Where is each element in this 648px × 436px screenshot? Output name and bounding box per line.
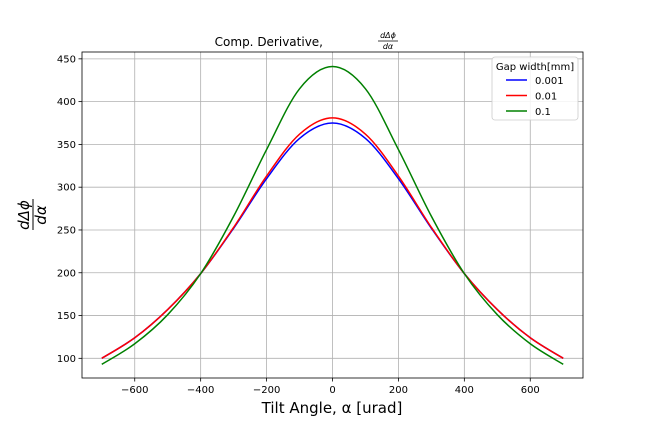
legend-title: Gap width[mm] — [496, 62, 574, 73]
legend: Gap width[mm] 0.001 0.01 0.1 — [491, 56, 579, 121]
y-axis-label-denominator: dα — [32, 205, 50, 225]
legend-label-0.01: 0.01 — [535, 92, 557, 103]
x-tick-label: 400 — [455, 385, 474, 396]
y-tick-label: 250 — [57, 225, 76, 236]
legend-items: 0.001 0.01 0.1 — [506, 76, 564, 118]
x-tick-label: −600 — [121, 385, 148, 396]
y-tick-label: 400 — [57, 97, 76, 108]
y-tick-label: 300 — [57, 183, 76, 194]
y-axis-label: dΔϕ dα — [15, 199, 50, 230]
legend-label-0.1: 0.1 — [535, 107, 551, 118]
y-tick-label: 450 — [57, 54, 76, 65]
y-axis-label-numerator: dΔϕ — [15, 200, 33, 230]
series-line-0.01 — [101, 117, 564, 359]
y-tick-label: 100 — [57, 354, 76, 365]
x-tick-label: 600 — [521, 385, 540, 396]
legend-box — [491, 56, 579, 121]
x-tick-label: 200 — [389, 385, 408, 396]
series-layer — [101, 65, 564, 365]
chart-title: Comp. Derivative, — [215, 35, 323, 49]
y-tick-label: 200 — [57, 268, 76, 279]
chart-title-numerator: dΔϕ — [380, 31, 397, 40]
x-axis-label: Tilt Angle, α [urad] — [261, 399, 403, 417]
x-tick-label: −200 — [253, 385, 280, 396]
series-line-0.1 — [101, 65, 564, 365]
grid-layer — [82, 52, 583, 378]
chart-title-denominator: dα — [383, 42, 394, 51]
x-tick-label: 0 — [329, 385, 335, 396]
y-tick-label: 350 — [57, 140, 76, 151]
chart-title-fraction: dΔϕ dα — [378, 31, 398, 51]
x-tick-label: −400 — [187, 385, 214, 396]
y-tick-label: 150 — [57, 311, 76, 322]
tick-layer: −600 −400 −200 0 200 400 600 100 150 200 250 300 350… — [57, 54, 540, 396]
legend-label-0.001: 0.001 — [535, 76, 564, 87]
